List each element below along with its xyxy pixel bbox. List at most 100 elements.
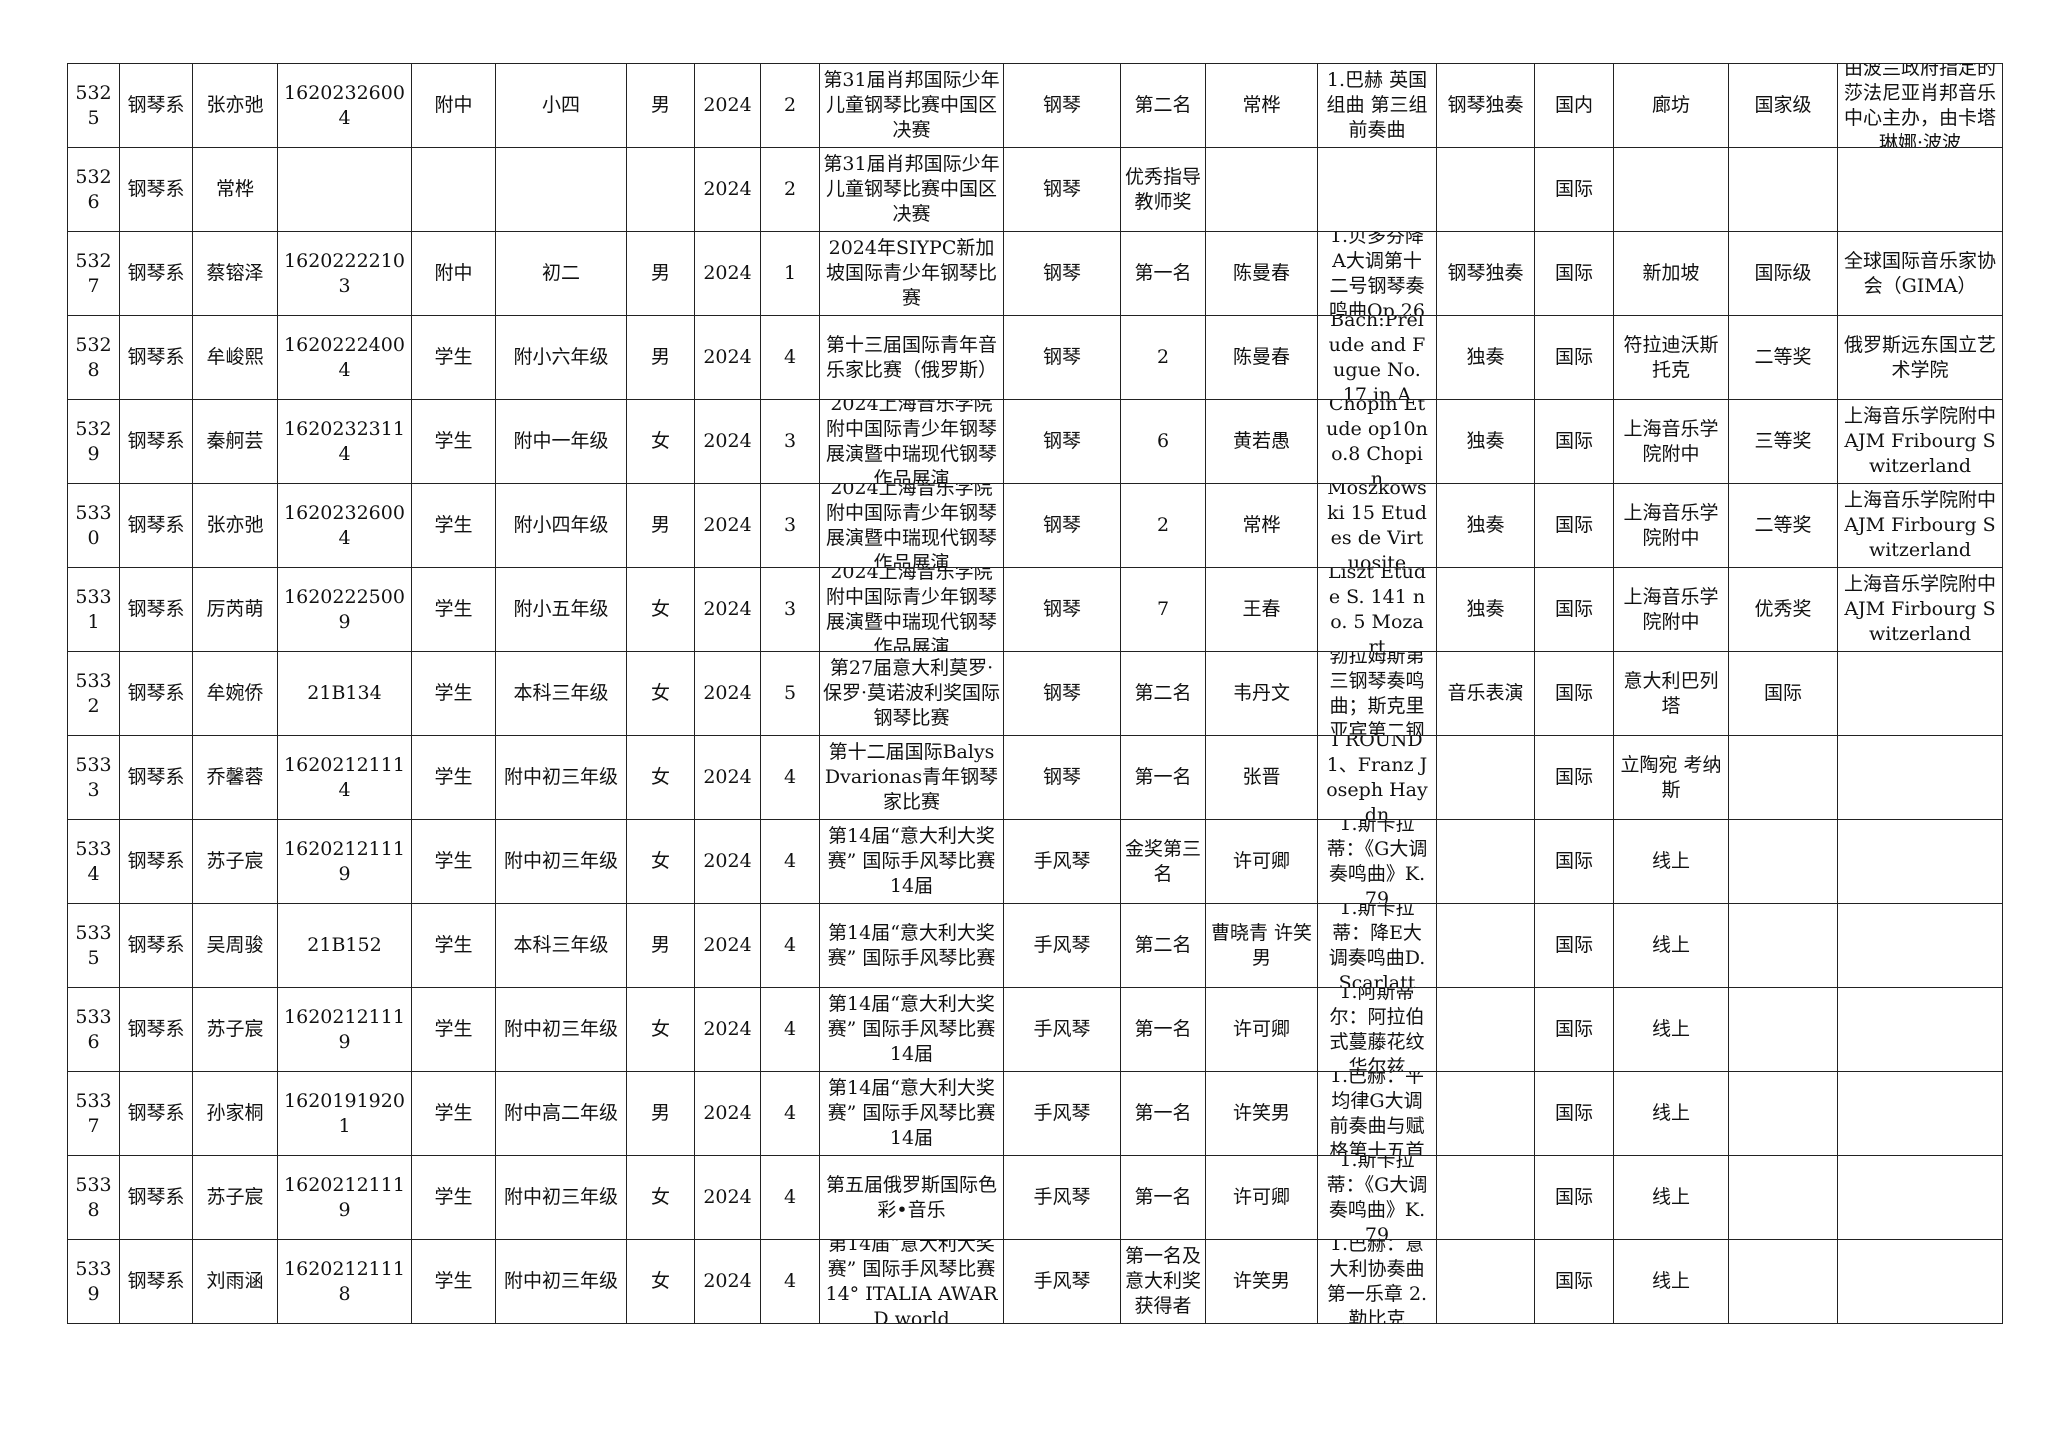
grade-text: 附中初三年级 <box>503 1270 618 1292</box>
location-text: 上海音乐学院附中 <box>1623 417 1719 465</box>
level-text: 1 <box>783 262 797 284</box>
cell-identity: 学生 <box>411 567 496 652</box>
gender-text: 女 <box>650 1018 670 1040</box>
instrument-text: 手风琴 <box>1033 1270 1091 1292</box>
repertoire-text: 1.贝多芬降A大调第十二号钢琴奏鸣曲Op.26 <box>1329 232 1425 315</box>
cell-organizer <box>1837 1239 2003 1324</box>
cell-student-id: 16202225009 <box>277 567 412 652</box>
cell-student-name: 乔馨蓉 <box>192 735 278 820</box>
gender-text: 女 <box>650 682 670 704</box>
gender-text: 女 <box>650 766 670 788</box>
cell-department: 钢琴系 <box>119 315 193 400</box>
teacher-text: 韦丹文 <box>1232 682 1290 704</box>
department-text: 钢琴系 <box>127 94 185 116</box>
cell-competition-name: 2024上海音乐学院附中国际青少年钢琴展演暨中瑞现代钢琴作品展演 <box>819 483 1004 568</box>
cell-scope: 国际 <box>1534 315 1614 400</box>
row-id-text: 5326 <box>75 165 112 213</box>
cell-department: 钢琴系 <box>119 147 193 232</box>
scope-text: 国际 <box>1554 766 1593 788</box>
cell-identity: 学生 <box>411 903 496 988</box>
cell-award-level: 国际 <box>1728 651 1838 736</box>
grade-text: 初二 <box>541 262 580 284</box>
cell-award-level: 二等奖 <box>1728 315 1838 400</box>
cell-repertoire: Liszt Etude S. 141 no. 5 Mozart <box>1317 567 1437 652</box>
instrument-text: 钢琴 <box>1042 346 1081 368</box>
award-text: 第一名 <box>1134 1102 1192 1124</box>
table-row: 5330 钢琴系 张亦弛 16202326004 学生 附小四年级 男 2024 3 2024上海… <box>67 483 2003 568</box>
cell-year: 2024 <box>694 399 761 484</box>
cell-student-id: 16202222103 <box>277 231 412 316</box>
location-text: 线上 <box>1651 1018 1690 1040</box>
cell-row-id: 5327 <box>67 231 120 316</box>
cell-award-level <box>1728 1155 1838 1240</box>
organizer-text: 上海音乐学院附中 AJM Fribourg Switzerland <box>1843 405 1996 477</box>
category-text: 钢琴独奏 <box>1447 94 1524 116</box>
grade-text: 附中初三年级 <box>503 766 618 788</box>
cell-grade: 本科三年级 <box>495 903 627 988</box>
cell-department: 钢琴系 <box>119 819 193 904</box>
scope-text: 国际 <box>1554 598 1593 620</box>
cell-teacher: 常桦 <box>1205 63 1318 148</box>
organizer-text: 俄罗斯远东国立艺术学院 <box>1843 333 1996 381</box>
level-text: 2 <box>783 178 797 200</box>
competition-name-text: 第十二届国际Balys Dvarionas青年钢琴家比赛 <box>824 741 999 813</box>
row-id-text: 5329 <box>75 417 112 465</box>
cell-grade: 附小四年级 <box>495 483 627 568</box>
cell-level: 3 <box>760 567 820 652</box>
cell-scope: 国际 <box>1534 399 1614 484</box>
student-name-text: 张亦弛 <box>206 94 264 116</box>
cell-repertoire: 1.阿斯蒂尔：阿拉伯式蔓藤花纹华尔兹 <box>1317 987 1437 1072</box>
year-text: 2024 <box>703 934 752 956</box>
table-row: 5336 钢琴系 苏子宸 16202121119 学生 附中初三年级 女 2024 4 第14届“… <box>67 987 2003 1072</box>
scope-text: 国际 <box>1554 1270 1593 1292</box>
year-text: 2024 <box>703 94 752 116</box>
cell-award: 6 <box>1120 399 1206 484</box>
cell-student-id: 16202121119 <box>277 819 412 904</box>
teacher-text: 常桦 <box>1242 514 1281 536</box>
instrument-text: 手风琴 <box>1033 850 1091 872</box>
cell-organizer <box>1837 987 2003 1072</box>
cell-level: 4 <box>760 987 820 1072</box>
cell-scope: 国际 <box>1534 147 1614 232</box>
row-id-text: 5327 <box>75 249 112 297</box>
instrument-text: 钢琴 <box>1042 262 1081 284</box>
cell-level: 2 <box>760 147 820 232</box>
award-text: 第一名 <box>1134 262 1192 284</box>
instrument-text: 钢琴 <box>1042 682 1081 704</box>
table-row: 5338 钢琴系 苏子宸 16202121119 学生 附中初三年级 女 2024 4 第五届俄罗… <box>67 1155 2003 1240</box>
repertoire-text: I ROUND 1、Franz Joseph Haydn <box>1326 736 1428 819</box>
student-id-text: 21B152 <box>307 934 382 956</box>
cell-teacher: 常桦 <box>1205 483 1318 568</box>
cell-identity: 学生 <box>411 1071 496 1156</box>
year-text: 2024 <box>703 178 752 200</box>
cell-repertoire: 1.巴赫：意大利协奏曲第一乐章 2.勒比克 <box>1317 1239 1437 1324</box>
competition-name-text: 第31届肖邦国际少年儿童钢琴比赛中国区决赛 <box>823 153 1000 225</box>
award-text: 金奖第三名 <box>1124 837 1201 885</box>
cell-year: 2024 <box>694 819 761 904</box>
student-name-text: 孙家桐 <box>206 1102 264 1124</box>
student-id-text: 16202326004 <box>284 81 405 129</box>
cell-award: 第二名 <box>1120 63 1206 148</box>
cell-student-id: 16202224004 <box>277 315 412 400</box>
cell-student-name: 秦舸芸 <box>192 399 278 484</box>
teacher-text: 陈曼春 <box>1232 262 1290 284</box>
location-text: 新加坡 <box>1642 262 1700 284</box>
cell-department: 钢琴系 <box>119 651 193 736</box>
instrument-text: 钢琴 <box>1042 514 1081 536</box>
cell-location: 线上 <box>1613 1071 1729 1156</box>
location-text: 线上 <box>1651 934 1690 956</box>
department-text: 钢琴系 <box>127 1270 185 1292</box>
grade-text: 附小四年级 <box>513 514 609 536</box>
award-text: 第二名 <box>1134 94 1192 116</box>
table-row: 5332 钢琴系 牟婉侨 21B134 学生 本科三年级 女 2024 5 第27届意大利莫罗·保… <box>67 651 2003 736</box>
student-id-text: 16201919201 <box>284 1089 405 1137</box>
identity-text: 学生 <box>434 514 473 536</box>
cell-identity: 学生 <box>411 987 496 1072</box>
cell-award-level: 国际级 <box>1728 231 1838 316</box>
cell-grade: 初二 <box>495 231 627 316</box>
cell-department: 钢琴系 <box>119 1155 193 1240</box>
identity-text: 学生 <box>434 346 473 368</box>
award-text: 第一名及意大利奖获得者 <box>1124 1245 1201 1317</box>
award-text: 优秀指导教师奖 <box>1124 165 1201 213</box>
award-text: 2 <box>1156 346 1170 368</box>
